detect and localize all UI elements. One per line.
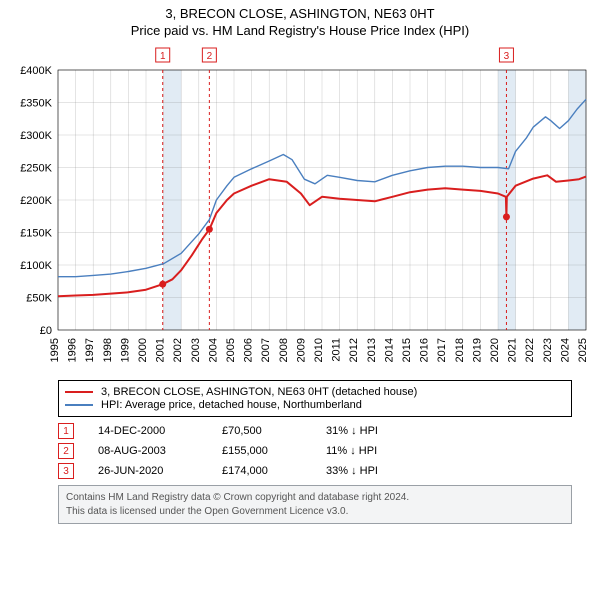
svg-text:2013: 2013 xyxy=(366,338,378,362)
svg-text:2025: 2025 xyxy=(577,338,589,362)
svg-text:2012: 2012 xyxy=(348,338,360,362)
chart-area: £0 £50K £100K £150K £200K £250K £300K £350K £400… xyxy=(8,42,592,372)
svg-text:2015: 2015 xyxy=(401,338,413,362)
svg-text:1996: 1996 xyxy=(67,338,79,362)
footer-attribution: Contains HM Land Registry data © Crown c… xyxy=(58,485,572,524)
title-subtitle: Price paid vs. HM Land Registry's House … xyxy=(8,23,592,38)
sale-diff-1: 31% ↓ HPI xyxy=(326,425,416,437)
sale-price-1: £70,500 xyxy=(222,425,302,437)
sale-badge-2: 2 xyxy=(58,443,74,459)
footer-line1: Contains HM Land Registry data © Crown c… xyxy=(66,491,564,505)
legend-swatch-price xyxy=(65,391,93,393)
svg-text:1998: 1998 xyxy=(102,338,114,362)
footer-line2: This data is licensed under the Open Gov… xyxy=(66,505,564,519)
legend: 3, BRECON CLOSE, ASHINGTON, NE63 0HT (de… xyxy=(58,380,572,417)
sale-diff-3: 33% ↓ HPI xyxy=(326,465,416,477)
svg-text:1997: 1997 xyxy=(84,338,96,362)
sale-price-3: £174,000 xyxy=(222,465,302,477)
sales-table: 1 14-DEC-2000 £70,500 31% ↓ HPI 2 08-AUG… xyxy=(58,423,572,479)
svg-text:2017: 2017 xyxy=(436,338,448,362)
container: 3, BRECON CLOSE, ASHINGTON, NE63 0HT Pri… xyxy=(0,0,600,532)
svg-text:£200K: £200K xyxy=(20,195,52,207)
sale-badge-3: 3 xyxy=(58,463,74,479)
svg-text:2022: 2022 xyxy=(524,338,536,362)
svg-text:2004: 2004 xyxy=(207,338,219,362)
sale-row-2: 2 08-AUG-2003 £155,000 11% ↓ HPI xyxy=(58,443,572,459)
sale-diff-2: 11% ↓ HPI xyxy=(326,445,416,457)
svg-text:2000: 2000 xyxy=(137,338,149,362)
svg-text:2: 2 xyxy=(207,51,213,62)
svg-text:£400K: £400K xyxy=(20,65,52,77)
svg-text:£50K: £50K xyxy=(26,293,52,305)
svg-text:2009: 2009 xyxy=(295,338,307,362)
title-address: 3, BRECON CLOSE, ASHINGTON, NE63 0HT xyxy=(8,6,592,21)
sale-date-3: 26-JUN-2020 xyxy=(98,465,198,477)
sale-row-1: 1 14-DEC-2000 £70,500 31% ↓ HPI xyxy=(58,423,572,439)
svg-text:2024: 2024 xyxy=(559,338,571,362)
chart-title: 3, BRECON CLOSE, ASHINGTON, NE63 0HT Pri… xyxy=(8,6,592,38)
svg-text:2006: 2006 xyxy=(243,338,255,362)
svg-text:£0: £0 xyxy=(40,325,52,337)
svg-text:2008: 2008 xyxy=(278,338,290,362)
legend-swatch-hpi xyxy=(65,404,93,406)
legend-label-hpi: HPI: Average price, detached house, Nort… xyxy=(101,399,362,411)
svg-text:£150K: £150K xyxy=(20,228,52,240)
legend-row-hpi: HPI: Average price, detached house, Nort… xyxy=(65,399,565,411)
svg-text:3: 3 xyxy=(504,51,510,62)
svg-text:2018: 2018 xyxy=(454,338,466,362)
svg-text:1: 1 xyxy=(160,51,166,62)
chart-svg: £0 £50K £100K £150K £200K £250K £300K £350K £400… xyxy=(8,42,592,372)
svg-text:2023: 2023 xyxy=(542,338,554,362)
svg-text:2021: 2021 xyxy=(507,338,519,362)
svg-text:2007: 2007 xyxy=(260,338,272,362)
svg-text:2014: 2014 xyxy=(383,338,395,362)
svg-text:£350K: £350K xyxy=(20,98,52,110)
legend-label-price: 3, BRECON CLOSE, ASHINGTON, NE63 0HT (de… xyxy=(101,386,417,398)
svg-text:£100K: £100K xyxy=(20,260,52,272)
svg-text:2011: 2011 xyxy=(331,338,343,362)
svg-text:£300K: £300K xyxy=(20,130,52,142)
sale-price-2: £155,000 xyxy=(222,445,302,457)
svg-text:2003: 2003 xyxy=(190,338,202,362)
legend-row-price: 3, BRECON CLOSE, ASHINGTON, NE63 0HT (de… xyxy=(65,386,565,398)
svg-text:2005: 2005 xyxy=(225,338,237,362)
svg-text:1995: 1995 xyxy=(49,338,61,362)
svg-text:2019: 2019 xyxy=(471,338,483,362)
svg-text:2001: 2001 xyxy=(155,338,167,362)
svg-text:2016: 2016 xyxy=(419,338,431,362)
svg-text:£250K: £250K xyxy=(20,163,52,175)
svg-text:2002: 2002 xyxy=(172,338,184,362)
sale-badge-1: 1 xyxy=(58,423,74,439)
svg-text:2010: 2010 xyxy=(313,338,325,362)
sale-row-3: 3 26-JUN-2020 £174,000 33% ↓ HPI xyxy=(58,463,572,479)
svg-text:2020: 2020 xyxy=(489,338,501,362)
sale-date-1: 14-DEC-2000 xyxy=(98,425,198,437)
sale-date-2: 08-AUG-2003 xyxy=(98,445,198,457)
svg-text:1999: 1999 xyxy=(119,338,131,362)
